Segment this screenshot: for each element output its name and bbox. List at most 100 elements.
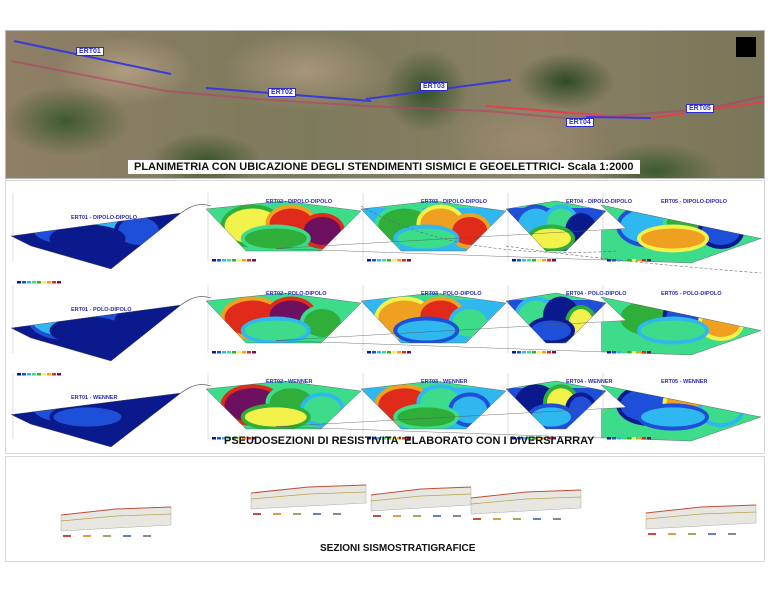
section-outline [505, 292, 607, 344]
seismic-section-4 [470, 489, 582, 520]
section-outline [10, 392, 182, 448]
color-scale-swatch [217, 259, 221, 262]
section-top-band [11, 288, 181, 300]
legend-swatch [143, 535, 151, 537]
seismic-sections-drawing [60, 484, 757, 537]
seismic-profile [370, 486, 472, 512]
color-scale-swatch [367, 351, 371, 354]
color-scale-swatch [532, 351, 536, 354]
section-top-band [506, 293, 606, 300]
legend-swatch [453, 515, 461, 517]
seismic-profile [470, 489, 582, 515]
section-top-band [206, 293, 361, 300]
color-scale-swatch [377, 351, 381, 354]
section-top-band [361, 381, 506, 388]
color-scale-swatch [372, 437, 376, 440]
color-scale-swatch [372, 259, 376, 262]
color-scale-swatch [212, 437, 216, 440]
section-top-band [11, 376, 181, 388]
pseudosection-1-0: ERT01 - POLO-DIPOLO [10, 285, 182, 376]
resistivity-anomaly [531, 228, 571, 249]
guide-line [360, 205, 617, 253]
color-scale-swatch [537, 437, 541, 440]
color-scale-swatch [612, 351, 616, 354]
color-scale-swatch [617, 351, 621, 354]
color-scale-swatch [397, 351, 401, 354]
color-scale-swatch [377, 437, 381, 440]
color-scale-swatch [612, 437, 616, 440]
color-scale-swatch [52, 281, 56, 284]
color-scale-swatch [52, 373, 56, 376]
color-scale-swatch [242, 351, 246, 354]
color-scale-swatch [632, 259, 636, 262]
color-scale-swatch [377, 259, 381, 262]
color-scale-swatch [532, 259, 536, 262]
pseudosection-0-2: ERT03 - DIPOLO-DIPOLO [360, 193, 507, 262]
pseudosection-1-1: ERT02 - POLO-DIPOLO [205, 285, 362, 354]
section-outline [205, 200, 362, 252]
section-label: ERT04 - DIPOLO-DIPOLO [566, 199, 633, 205]
color-scale-swatch [627, 259, 631, 262]
resistivity-anomaly [53, 228, 122, 249]
section-label: ERT03 - WENNER [421, 379, 467, 385]
resistivity-anomaly [303, 396, 341, 424]
resistivity-anomaly [397, 407, 456, 427]
color-scale-swatch [407, 259, 411, 262]
color-scale-swatch [242, 259, 246, 262]
section-outline [10, 304, 182, 362]
color-scale-swatch [547, 351, 551, 354]
section-outline [505, 200, 607, 252]
color-scale-swatch [512, 259, 516, 262]
color-scale-swatch [407, 351, 411, 354]
color-scale-swatch [382, 437, 386, 440]
color-scale-swatch [252, 437, 256, 440]
legend-swatch [553, 518, 561, 520]
color-scale-swatch [217, 351, 221, 354]
section-outline [360, 292, 507, 344]
color-scale-swatch [42, 281, 46, 284]
color-scale-swatch [517, 351, 521, 354]
legend-swatch [393, 515, 401, 517]
color-scale-swatch [627, 437, 631, 440]
legend-swatch [688, 533, 696, 535]
section-outline [360, 200, 507, 252]
color-scale-swatch [632, 437, 636, 440]
section-outline [10, 212, 182, 270]
color-scale-swatch [527, 351, 531, 354]
north-marker [736, 37, 756, 57]
color-scale-swatch [222, 351, 226, 354]
legend-swatch [273, 513, 281, 515]
color-scale-swatch [607, 351, 611, 354]
color-scale-swatch [247, 437, 251, 440]
resistivity-anomaly [118, 217, 159, 245]
color-scale-swatch [232, 351, 236, 354]
color-scale-swatch [42, 373, 46, 376]
color-scale-swatch [537, 259, 541, 262]
color-scale-swatch [387, 351, 391, 354]
color-scale-swatch [532, 437, 536, 440]
map-label-ert01: ERT01 [76, 47, 104, 56]
resistivity-anomaly [397, 320, 456, 341]
section-top-band [206, 201, 361, 208]
color-scale-swatch [367, 259, 371, 262]
color-scale-swatch [22, 281, 26, 284]
color-scale-swatch [37, 281, 41, 284]
color-scale-swatch [47, 373, 51, 376]
section-outline [275, 296, 762, 356]
color-scale-swatch [522, 437, 526, 440]
resistivity-anomaly [641, 320, 705, 341]
color-scale-swatch [642, 351, 646, 354]
seismic-section-2 [250, 484, 367, 515]
pseudosection-0-1: ERT02 - DIPOLO-DIPOLO [205, 193, 362, 262]
color-scale-swatch [17, 373, 21, 376]
color-scale-swatch [17, 281, 21, 284]
color-scale-swatch [392, 259, 396, 262]
color-scale-swatch [552, 259, 556, 262]
section-outline [205, 292, 362, 344]
color-scale-swatch [607, 259, 611, 262]
connector-line [180, 204, 212, 214]
legend-swatch [513, 518, 521, 520]
color-scale-swatch [237, 351, 241, 354]
section-top-band [361, 293, 506, 300]
color-scale-swatch [382, 259, 386, 262]
